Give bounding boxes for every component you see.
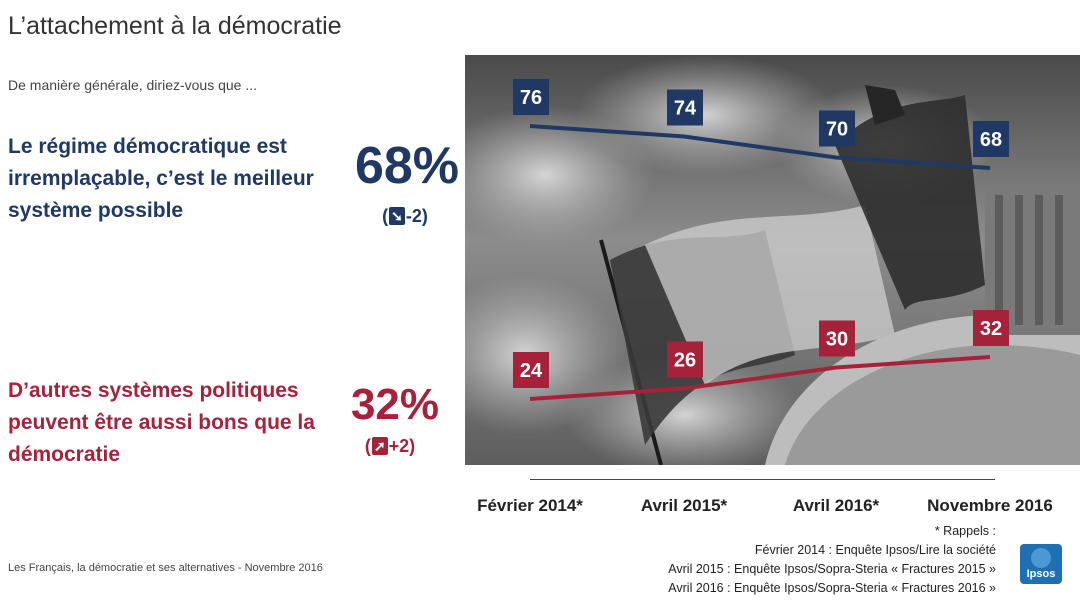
series-line (529, 355, 991, 401)
change-alternatives: (➚ +2) (345, 436, 435, 457)
series-2: 24 26 30 32 (513, 310, 1009, 401)
data-point-box (819, 320, 855, 357)
chart-area: 76 74 70 68 24 26 30 32 (465, 55, 1080, 465)
data-label: 24 (520, 360, 543, 382)
x-axis-line (530, 479, 995, 480)
change-open-paren: ( (382, 206, 389, 226)
logo-text: Ipsos (1026, 568, 1056, 580)
background-photo (465, 55, 1080, 465)
data-label: 68 (980, 129, 1002, 151)
x-tick-label: Novembre 2016 (927, 496, 1053, 515)
notes-heading: * Rappels : (934, 524, 996, 538)
change-value: -2) (405, 206, 428, 226)
statement-irreplaceable: Le régime démocratique est irremplaçable… (8, 135, 314, 222)
x-tick-label: Avril 2016* (792, 496, 880, 515)
question-text: De manière générale, diriez-vous que ... (8, 77, 258, 93)
down-right-arrow-icon: ➘ (389, 207, 405, 225)
note-line: Avril 2016 : Enquête Ipsos/Sopra-Steria … (668, 581, 996, 595)
data-label: 76 (520, 87, 542, 109)
change-open-paren: ( (364, 436, 371, 456)
data-label: 74 (674, 98, 697, 120)
series-1: 76 74 70 68 (513, 79, 1009, 170)
footer-text: Les Français, la démocratie et ses alter… (8, 562, 323, 574)
data-point-box (973, 121, 1009, 157)
data-label: 30 (826, 329, 848, 351)
data-point-box (819, 110, 855, 147)
change-irreplaceable: (➘ -2) (360, 206, 450, 227)
data-point-box (513, 352, 549, 388)
logo-circle (1031, 548, 1051, 568)
data-point-box (973, 310, 1009, 346)
statement-alternatives: D’autres systèmes politiques peuvent êtr… (8, 379, 315, 466)
series-line (529, 124, 991, 170)
data-point-box (513, 79, 549, 115)
slide-title: L’attachement à la démocratie (8, 12, 342, 40)
up-right-arrow-icon: ➚ (371, 437, 388, 455)
note-line: Février 2014 : Enquête Ipsos/Lire la soc… (754, 543, 996, 557)
x-tick-label: Février 2014* (477, 496, 583, 515)
survey-notes: * Rappels : Février 2014 : Enquête Ipsos… (668, 522, 996, 598)
data-point-box (667, 89, 703, 126)
value-alternatives: 32% (350, 380, 440, 429)
line-chart: 76 74 70 68 24 26 30 32 (465, 55, 1080, 465)
ipsos-logo: Ipsos (1020, 544, 1062, 584)
data-label: 32 (980, 318, 1002, 340)
change-value: +2) (388, 436, 416, 456)
value-irreplaceable: 68% (354, 137, 460, 195)
data-point-box (667, 341, 703, 378)
x-tick-label: Avril 2015* (640, 496, 728, 515)
data-label: 26 (674, 350, 696, 372)
note-line: Avril 2015 : Enquête Ipsos/Sopra-Steria … (668, 562, 996, 576)
data-label: 70 (826, 119, 848, 141)
